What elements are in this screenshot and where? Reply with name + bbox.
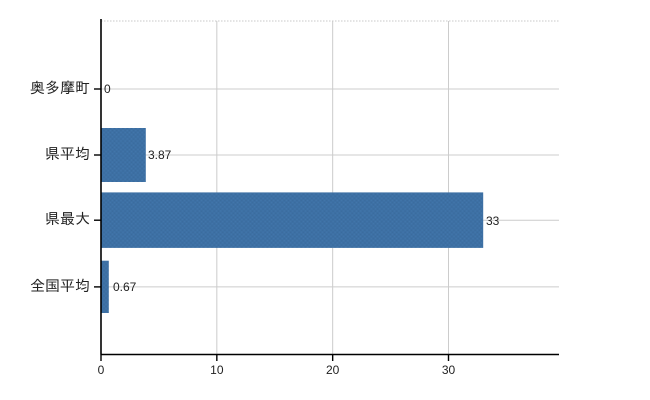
svg-text:県平均: 県平均 xyxy=(45,146,90,161)
svg-text:0.67: 0.67 xyxy=(113,280,137,294)
svg-text:10: 10 xyxy=(210,363,224,377)
svg-text:20: 20 xyxy=(326,363,340,377)
svg-text:33: 33 xyxy=(486,214,500,228)
svg-text:0: 0 xyxy=(98,363,105,377)
svg-text:3.87: 3.87 xyxy=(148,148,172,162)
svg-text:30: 30 xyxy=(442,363,456,377)
svg-text:奥多摩町: 奥多摩町 xyxy=(30,80,90,95)
svg-text:全国平均: 全国平均 xyxy=(30,278,90,293)
svg-text:0: 0 xyxy=(104,82,111,96)
svg-text:県最大: 県最大 xyxy=(45,211,90,226)
